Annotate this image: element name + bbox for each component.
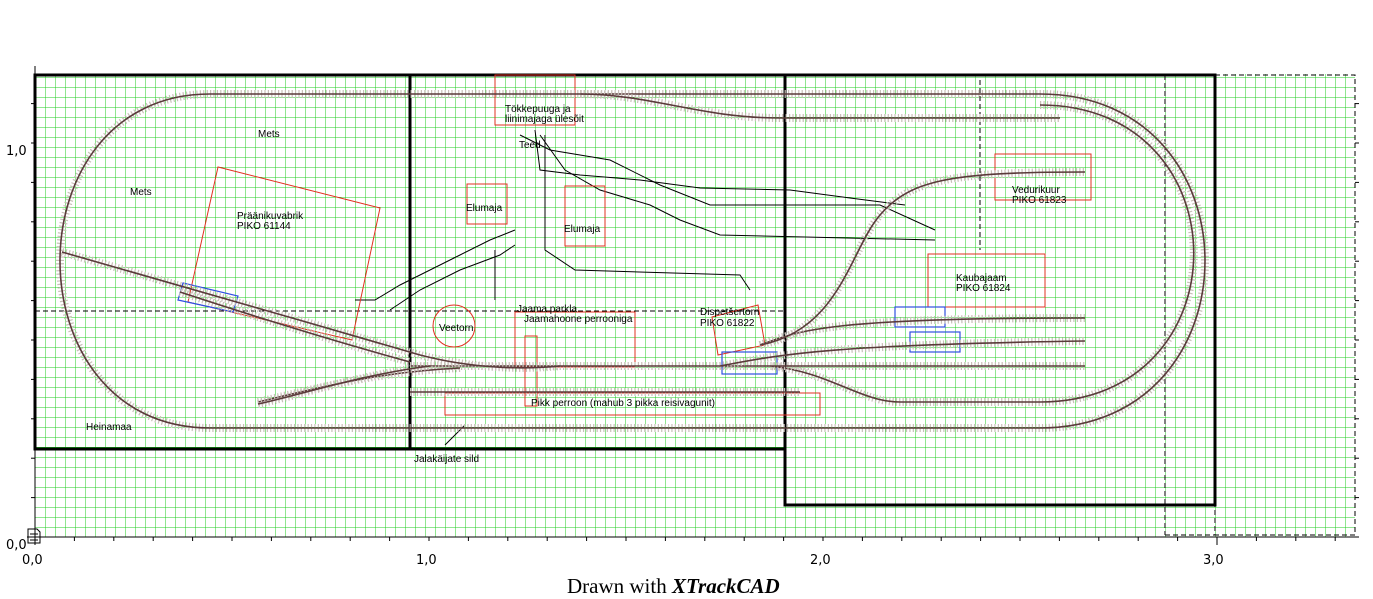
- building-factory: [187, 166, 381, 341]
- label-dispatch-tower: Dispetšertorn: [700, 307, 759, 318]
- label-dispatch-tower-model: PIKO 61822: [700, 318, 755, 329]
- track-rail: [579, 93, 1060, 119]
- building-water-tower: [432, 304, 476, 348]
- label-long-platform: Pikk perroon (mahub 3 pikka reisivagunit…: [531, 398, 715, 409]
- track-rail: [61, 251, 561, 369]
- track-rail: [769, 104, 1195, 403]
- label-wood-crossing: liinimajaga ülesõit: [505, 114, 584, 125]
- x-tick-label: 2,0: [810, 553, 831, 568]
- label-forest: Mets: [258, 129, 280, 140]
- label-house: Elumaja: [466, 203, 503, 214]
- roads: [355, 129, 936, 446]
- building-long-platform: [444, 392, 821, 416]
- axis-ticks: [27, 103, 1359, 545]
- label-factory-model: PIKO 61144: [237, 221, 291, 232]
- building-house-2: [564, 185, 606, 247]
- label-roads: Teed: [519, 140, 541, 151]
- label-meadow: Heinamaa: [86, 422, 132, 433]
- label-engine-shed-model: PIKO 61823: [1012, 195, 1067, 206]
- y-tick-label: 1,0: [6, 144, 27, 159]
- x-tick-label: 0,0: [22, 553, 43, 568]
- building-station: [514, 311, 636, 368]
- label-house: Elumaja: [564, 224, 601, 235]
- building-wood-crossing: [494, 74, 576, 126]
- label-forest: Mets: [130, 187, 152, 198]
- label-footbridge: Jalakäijate sild: [414, 454, 479, 465]
- building-goods-station: [927, 253, 1046, 308]
- label-parking: Jaama parkla: [517, 304, 577, 315]
- track-rail: [759, 171, 1086, 346]
- footer-credit: Drawn with XTrackCAD: [567, 574, 780, 598]
- track-rail: [759, 317, 1086, 346]
- track-rail: [719, 340, 1086, 367]
- tracks: [56, 90, 1209, 432]
- layout-labels: Mets Mets Präänikuvabrik PIKO 61144 Tökk…: [86, 104, 1067, 465]
- label-factory: Präänikuvabrik: [237, 211, 304, 222]
- footer-brand: XTrackCAD: [671, 574, 780, 598]
- building-dispatch-tower: [711, 304, 766, 356]
- label-goods-station-model: PIKO 61824: [956, 283, 1011, 294]
- footer-prefix: Drawn with: [567, 574, 672, 598]
- x-tick-label: 3,0: [1203, 553, 1224, 568]
- document-icon: [27, 528, 41, 544]
- track-rail: [257, 365, 431, 405]
- x-tick-label: 1,0: [416, 553, 437, 568]
- label-water-tower: Veetorn: [439, 323, 473, 334]
- building-house-1: [466, 183, 508, 225]
- y-tick-label: 0,0: [6, 538, 27, 553]
- label-wood-crossing: Tökkepuuga ja: [505, 104, 571, 115]
- grid: [35, 74, 1355, 537]
- track-rail: [59, 93, 1206, 429]
- label-engine-shed: Vedurikuur: [1012, 185, 1060, 196]
- label-goods-station: Kaubajaam: [956, 273, 1007, 284]
- track-rail: [179, 291, 411, 363]
- label-station: Jaamahoone perrooniga: [524, 314, 633, 325]
